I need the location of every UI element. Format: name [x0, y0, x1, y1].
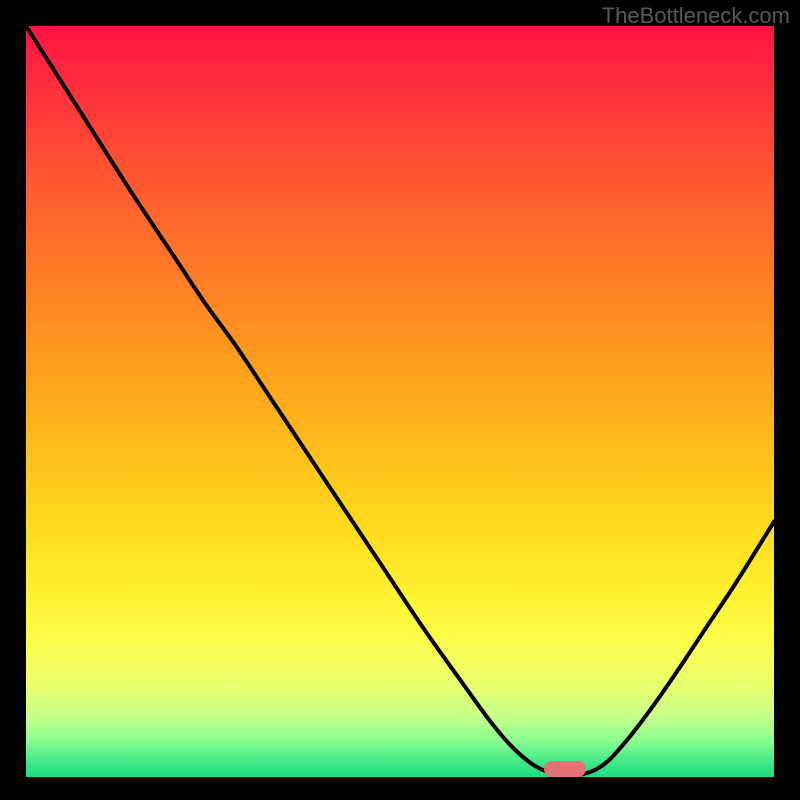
- watermark-text: TheBottleneck.com: [602, 3, 790, 29]
- bottleneck-chart: [26, 26, 774, 777]
- bottleneck-curve: [26, 26, 774, 777]
- optimal-marker: [544, 761, 586, 777]
